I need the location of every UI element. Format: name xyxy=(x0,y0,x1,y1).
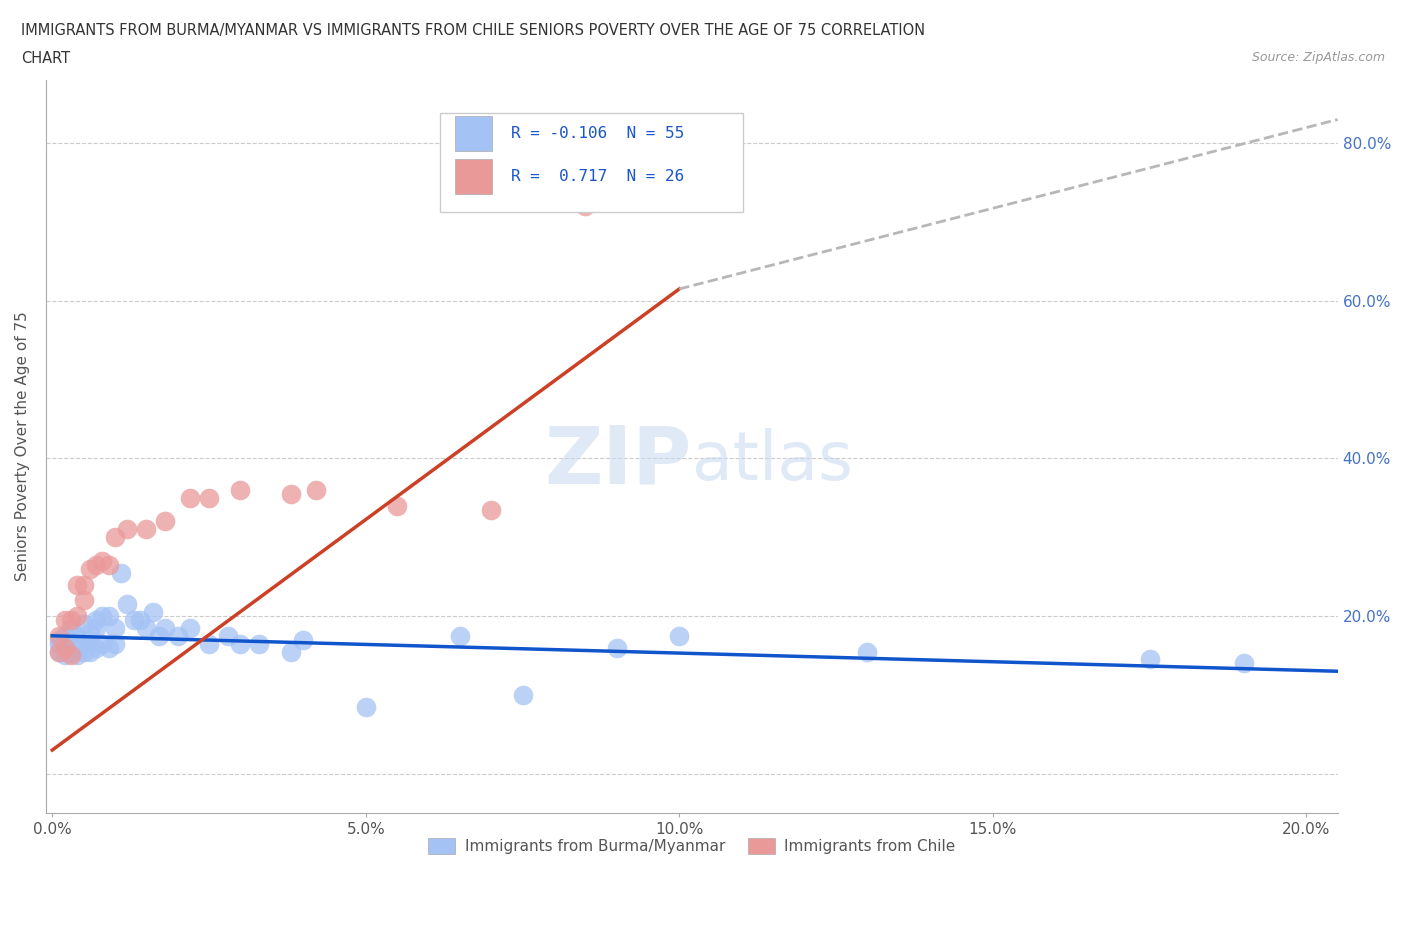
Point xyxy=(280,486,302,501)
Point xyxy=(512,687,534,702)
Point xyxy=(66,629,89,644)
Text: CHART: CHART xyxy=(21,51,70,66)
Point xyxy=(84,613,107,628)
Point xyxy=(60,632,83,647)
Point xyxy=(104,636,127,651)
Point xyxy=(66,648,89,663)
Point xyxy=(84,557,107,572)
Point xyxy=(856,644,879,659)
Point xyxy=(179,490,201,505)
Point xyxy=(153,620,176,635)
Point xyxy=(117,522,139,537)
Point xyxy=(198,490,221,505)
Point xyxy=(668,629,690,644)
Point xyxy=(66,636,89,651)
Point xyxy=(53,648,76,663)
Point xyxy=(229,636,252,651)
Point xyxy=(198,636,221,651)
Point xyxy=(72,617,94,631)
Point xyxy=(53,640,76,655)
Point xyxy=(60,620,83,635)
Point xyxy=(72,636,94,651)
Point xyxy=(53,644,76,659)
Point xyxy=(110,565,132,580)
Point xyxy=(1232,656,1254,671)
Point xyxy=(104,530,127,545)
FancyBboxPatch shape xyxy=(456,115,492,151)
Y-axis label: Seniors Poverty Over the Age of 75: Seniors Poverty Over the Age of 75 xyxy=(15,312,30,581)
Point xyxy=(48,636,70,651)
Point xyxy=(97,557,120,572)
Point xyxy=(179,620,201,635)
Point xyxy=(72,644,94,659)
Point xyxy=(60,648,83,663)
Point xyxy=(166,629,188,644)
Point xyxy=(247,636,270,651)
Text: Source: ZipAtlas.com: Source: ZipAtlas.com xyxy=(1251,51,1385,64)
Point xyxy=(79,624,101,639)
Point xyxy=(79,636,101,651)
Point xyxy=(606,640,628,655)
Point xyxy=(385,498,408,513)
Point xyxy=(72,578,94,592)
Point xyxy=(91,636,114,651)
Point xyxy=(91,553,114,568)
Point xyxy=(48,644,70,659)
Point xyxy=(72,593,94,608)
Point xyxy=(53,636,76,651)
Point xyxy=(135,522,157,537)
Point xyxy=(449,629,471,644)
FancyBboxPatch shape xyxy=(440,113,744,212)
Point xyxy=(574,199,596,214)
Point xyxy=(53,640,76,655)
Point xyxy=(66,608,89,623)
Point xyxy=(53,629,76,644)
Point xyxy=(91,608,114,623)
Point xyxy=(153,514,176,529)
Point xyxy=(60,640,83,655)
Point xyxy=(60,613,83,628)
FancyBboxPatch shape xyxy=(456,159,492,194)
Point xyxy=(229,483,252,498)
Point xyxy=(292,632,315,647)
Point xyxy=(48,629,70,644)
Legend: Immigrants from Burma/Myanmar, Immigrants from Chile: Immigrants from Burma/Myanmar, Immigrant… xyxy=(422,832,962,860)
Point xyxy=(53,613,76,628)
Point xyxy=(84,640,107,655)
Point xyxy=(97,640,120,655)
Point xyxy=(79,562,101,577)
Point xyxy=(280,644,302,659)
Text: IMMIGRANTS FROM BURMA/MYANMAR VS IMMIGRANTS FROM CHILE SENIORS POVERTY OVER THE : IMMIGRANTS FROM BURMA/MYANMAR VS IMMIGRA… xyxy=(21,23,925,38)
Point xyxy=(60,644,83,659)
Point xyxy=(129,613,152,628)
Point xyxy=(217,629,239,644)
Point xyxy=(104,620,127,635)
Point xyxy=(48,644,70,659)
Point xyxy=(479,502,502,517)
Text: ZIP: ZIP xyxy=(544,422,692,500)
Point xyxy=(148,629,170,644)
Point xyxy=(142,604,165,619)
Point xyxy=(135,620,157,635)
Point xyxy=(79,644,101,659)
Point xyxy=(66,578,89,592)
Text: atlas: atlas xyxy=(692,429,852,494)
Point xyxy=(66,640,89,655)
Point xyxy=(117,597,139,612)
Point xyxy=(97,608,120,623)
Point xyxy=(84,620,107,635)
Point xyxy=(1139,652,1161,667)
Text: R =  0.717  N = 26: R = 0.717 N = 26 xyxy=(510,169,685,184)
Point xyxy=(354,699,377,714)
Point xyxy=(122,613,145,628)
Point xyxy=(304,483,326,498)
Text: R = -0.106  N = 55: R = -0.106 N = 55 xyxy=(510,126,685,140)
Point xyxy=(48,632,70,647)
